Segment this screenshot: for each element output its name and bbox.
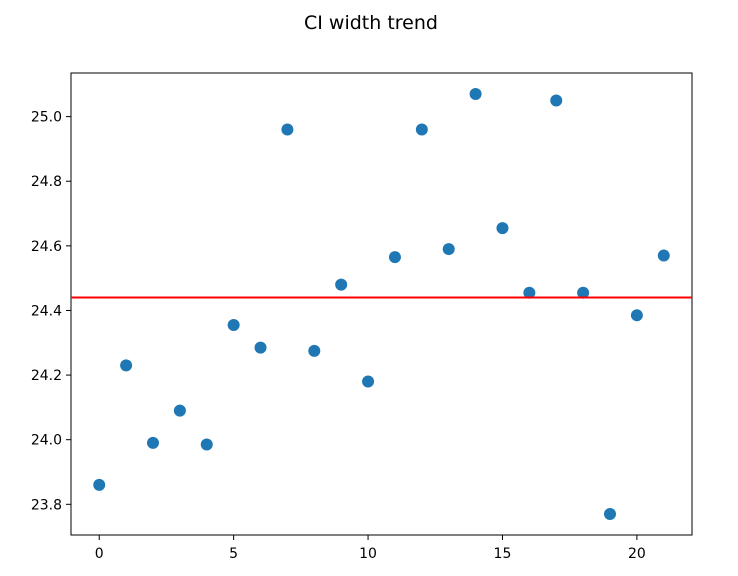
data-point xyxy=(120,359,133,372)
data-point xyxy=(173,404,186,417)
y-axis: 23.8 24.0 24.2 24.4 24.6 24.8 25.0 xyxy=(31,110,71,513)
plot-area xyxy=(70,72,693,536)
data-point xyxy=(362,375,375,388)
data-point xyxy=(93,478,106,491)
data-point xyxy=(415,123,428,136)
y-tick-label: 24.0 xyxy=(31,433,62,449)
data-point xyxy=(496,222,509,235)
x-tick-label: 0 xyxy=(95,546,104,562)
data-point xyxy=(254,341,267,354)
data-point xyxy=(604,508,617,520)
y-tick-label: 25.0 xyxy=(31,110,62,126)
data-point xyxy=(442,243,455,256)
x-tick-label: 10 xyxy=(359,546,377,562)
x-axis: 0 5 10 15 20 xyxy=(95,535,646,562)
chart-title: CI width trend xyxy=(304,12,438,34)
data-point xyxy=(630,309,643,322)
x-tick-label: 5 xyxy=(229,546,238,562)
data-point xyxy=(388,251,401,264)
data-point xyxy=(335,278,348,291)
data-point xyxy=(200,438,213,451)
data-point xyxy=(227,319,240,331)
y-tick-label: 23.8 xyxy=(31,497,62,513)
data-point xyxy=(281,123,294,136)
plot-frame xyxy=(70,72,693,536)
x-tick-label: 20 xyxy=(628,546,646,562)
data-point xyxy=(146,436,159,449)
y-tick-label: 24.4 xyxy=(31,303,62,319)
data-point xyxy=(657,249,670,262)
data-point xyxy=(308,344,321,357)
data-points xyxy=(93,88,670,520)
data-point xyxy=(577,286,590,299)
y-tick-label: 24.8 xyxy=(31,174,62,190)
y-tick-label: 24.2 xyxy=(31,368,62,384)
y-tick-label: 24.6 xyxy=(31,239,62,255)
data-point xyxy=(523,286,536,299)
x-tick-label: 15 xyxy=(494,546,512,562)
data-point xyxy=(469,88,482,100)
data-point xyxy=(550,94,563,107)
